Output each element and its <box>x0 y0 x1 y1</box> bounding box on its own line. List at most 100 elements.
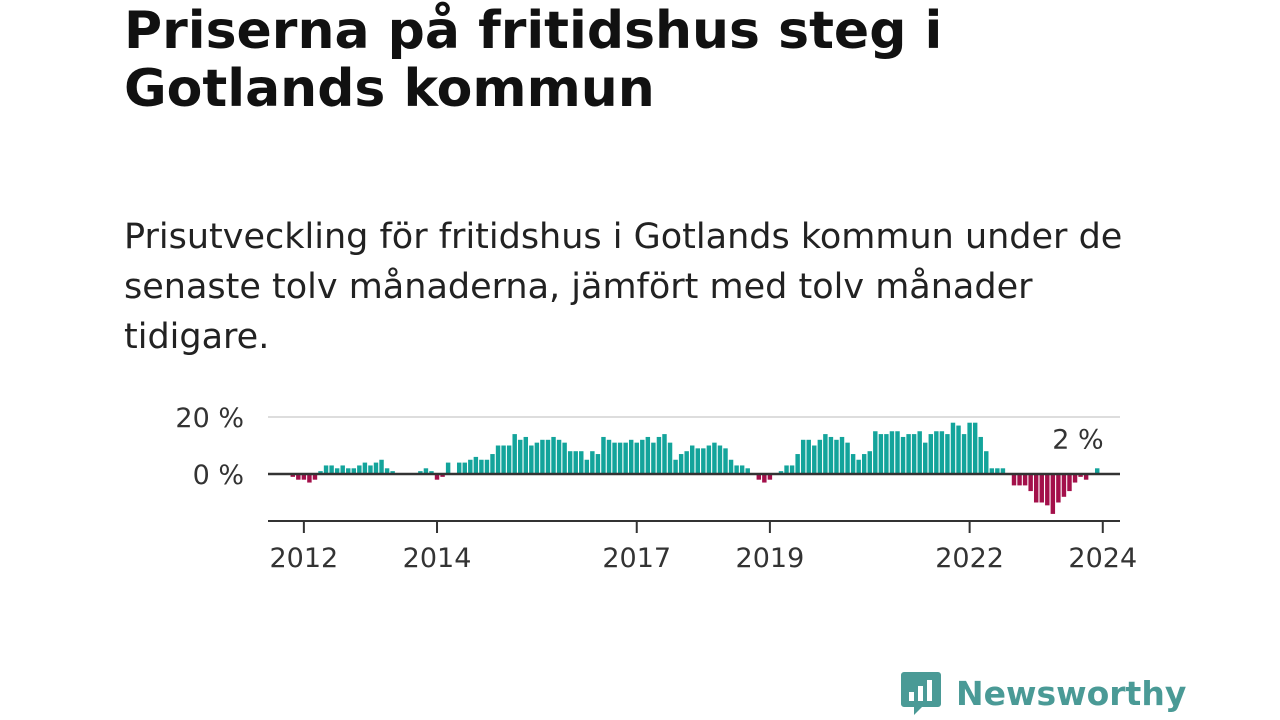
y-tick-label: 0 % <box>193 460 244 491</box>
x-tick-label: 2014 <box>403 543 472 574</box>
bar <box>762 474 767 483</box>
bars <box>290 422 1100 514</box>
bar <box>1072 474 1078 483</box>
bar <box>562 442 567 474</box>
bar <box>701 448 706 474</box>
last-value-label: 2 % <box>1052 424 1103 455</box>
y-tick-label: 20 % <box>175 403 244 434</box>
bar <box>834 439 839 474</box>
bar <box>590 451 595 474</box>
bar <box>384 468 390 474</box>
bar <box>479 459 484 474</box>
bar <box>501 445 506 474</box>
x-tick-label: 2012 <box>270 543 339 574</box>
bar <box>290 474 295 477</box>
bar <box>495 445 501 474</box>
bar <box>506 445 512 474</box>
x-tick-label: 2024 <box>1068 543 1137 574</box>
bar <box>939 431 945 474</box>
bar <box>1022 474 1028 486</box>
x-tick-label: 2019 <box>736 543 805 574</box>
bar <box>312 474 318 480</box>
bar <box>723 448 728 474</box>
bar <box>928 434 934 474</box>
bar <box>1033 474 1039 503</box>
bar <box>1028 474 1033 492</box>
bar <box>628 439 634 474</box>
bar <box>340 465 345 474</box>
bar <box>984 451 989 474</box>
bar <box>595 454 601 474</box>
bar <box>579 451 584 474</box>
bar <box>556 439 562 474</box>
bar <box>346 468 351 474</box>
x-tick-label: 2017 <box>602 543 671 574</box>
bar <box>1078 474 1083 477</box>
bar <box>323 465 329 474</box>
bar <box>856 459 861 474</box>
bar <box>1000 468 1006 474</box>
bar <box>767 474 773 480</box>
bar <box>945 434 950 474</box>
bar <box>545 439 551 474</box>
bar <box>368 465 373 474</box>
bar <box>473 456 479 474</box>
bar <box>1011 474 1017 486</box>
bar <box>678 454 684 474</box>
bar <box>440 474 445 477</box>
bar <box>895 431 900 474</box>
bar <box>518 439 523 474</box>
bar <box>717 445 723 474</box>
bar <box>745 468 750 474</box>
bar <box>739 465 745 474</box>
bar <box>1056 474 1061 503</box>
bar <box>301 474 307 480</box>
bar <box>923 442 928 474</box>
bar <box>806 439 811 474</box>
bar <box>728 459 734 474</box>
bar <box>978 436 983 474</box>
bar <box>690 445 695 474</box>
bar <box>1083 474 1089 480</box>
bar <box>434 474 440 480</box>
bar <box>651 442 656 474</box>
bar <box>1067 474 1072 492</box>
bar <box>468 459 473 474</box>
bar <box>656 436 662 474</box>
bar <box>828 436 834 474</box>
bar <box>900 436 906 474</box>
bar <box>695 448 700 474</box>
bar <box>573 451 578 474</box>
newsworthy-logo-icon <box>901 672 941 715</box>
x-ticks: 2012 2014 2017 2019 2022 2024 <box>270 521 1137 574</box>
bar <box>462 462 467 474</box>
bar <box>889 431 895 474</box>
newsworthy-brand: Newsworthy <box>900 670 1186 716</box>
bar-chart: 20 % 0 % 2012 2014 2017 2019 2022 2024 2 % <box>175 403 1137 574</box>
bar <box>1061 474 1067 497</box>
bar <box>917 431 922 474</box>
x-tick-label: 2022 <box>935 543 1004 574</box>
bar <box>850 454 856 474</box>
bar <box>1039 474 1044 503</box>
bar <box>334 468 340 474</box>
bar <box>873 431 878 474</box>
bar <box>490 454 495 474</box>
bar <box>634 442 639 474</box>
bar <box>1017 474 1022 486</box>
bar <box>662 434 667 474</box>
brand-name: Newsworthy <box>956 673 1187 713</box>
bar <box>878 434 884 474</box>
bar <box>789 465 795 474</box>
bar <box>318 471 323 474</box>
bar <box>484 459 490 474</box>
bar <box>906 434 911 474</box>
bar <box>950 422 956 474</box>
bar <box>529 445 534 474</box>
bar <box>307 474 312 483</box>
bar <box>845 442 850 474</box>
bar <box>623 442 628 474</box>
bar <box>1045 474 1050 506</box>
bar <box>734 465 739 474</box>
bar <box>418 471 423 474</box>
